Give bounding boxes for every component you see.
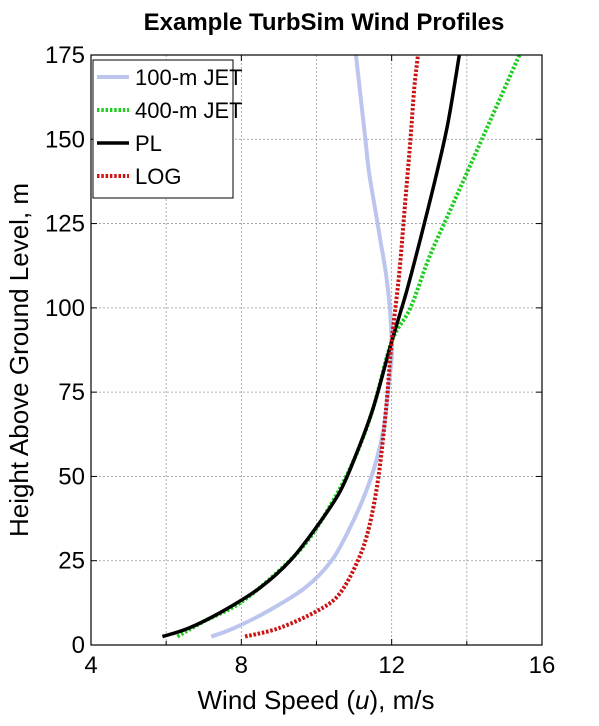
chart-title: Example TurbSim Wind Profiles [144, 9, 505, 36]
y-tick-label: 75 [58, 379, 85, 406]
x-tick-label: 8 [235, 652, 248, 679]
x-axis-label-part-1: Wind Speed ( [198, 685, 356, 715]
legend-label-log: LOG [135, 164, 181, 189]
y-tick-label: 0 [72, 632, 85, 659]
y-tick-label: 175 [45, 42, 85, 69]
x-tick-label: 12 [378, 652, 405, 679]
x-axis-label: Wind Speed (u), m/s [198, 685, 435, 715]
grid-lines [91, 55, 542, 645]
legend-label-400-m-jet: 400-m JET [135, 98, 243, 123]
y-tick-label: 150 [45, 126, 85, 153]
y-axis-label: Height Above Ground Level, m [4, 183, 34, 537]
legend-label-100-m-jet: 100-m JET [135, 65, 243, 90]
y-tick-label: 25 [58, 548, 85, 575]
series-line-pl [161, 55, 462, 639]
y-tick-label: 50 [58, 463, 85, 490]
legend-label-pl: PL [135, 131, 162, 156]
legend: 100-m JET 400-m JET PL LOG [92, 59, 243, 199]
series-line-log [244, 55, 420, 639]
x-axis-label-variable: u [355, 685, 369, 715]
x-tick-label: 4 [84, 652, 97, 679]
series-layer [161, 55, 522, 639]
x-axis-label-part-3: ), m/s [370, 685, 435, 715]
y-tick-label: 100 [45, 295, 85, 322]
x-tick-label: 16 [529, 652, 556, 679]
y-tick-label: 125 [45, 211, 85, 238]
axis-ticks: 4 8 12 16 0 25 50 75 100 125 150 175 [45, 42, 555, 679]
